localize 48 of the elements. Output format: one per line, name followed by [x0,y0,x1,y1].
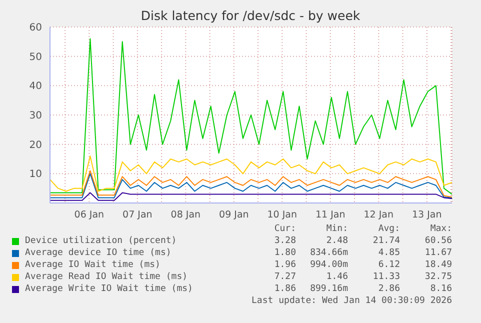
line-series [50,192,452,201]
legend-label: Average Read IO Wait time (ms) [25,271,188,283]
legend-label: Average IO Wait time (ms) [25,259,160,271]
text: 11.67 [424,247,452,259]
y-tick-label: 60 [29,22,42,34]
text: 994.00m [309,259,348,271]
x-tick-label: 10 Jan [267,210,298,221]
text: 3.28 [273,235,296,247]
text: Max: [429,223,452,235]
text: Min: [325,223,348,235]
x-tick-label: 07 Jan [122,210,152,221]
x-tick-label: 09 Jan [219,210,249,221]
y-tick-label: 40 [29,81,42,92]
legend-label: Average Write IO Wait time (ms) [25,283,193,295]
y-tick-label: 30 [29,110,42,122]
y-tick-label: 20 [29,140,42,151]
x-tick-label: 11 Jan [316,210,346,221]
text: 21.74 [372,235,400,247]
legend-label: Device utilization (percent) [25,235,177,247]
text: 1.96 [273,259,296,271]
text: 8.16 [429,283,452,295]
text: Cur: [273,223,296,235]
y-tick-label: 10 [29,169,42,180]
text: 60.56 [424,235,452,247]
text: 11.33 [372,271,400,283]
x-tick-label: 12 Jan [364,210,394,221]
x-tick-label: 06 Jan [74,210,104,221]
y-tick-label: 50 [29,52,42,63]
text: 899.16m [309,283,348,295]
legend-label: Average device IO time (ms) [25,247,172,259]
text: 1.86 [273,283,296,295]
text: 7.27 [273,271,296,283]
text: 1.80 [273,247,296,259]
text: 2.48 [325,235,348,247]
text: 4.85 [377,247,400,259]
text: Avg: [377,223,400,235]
text: 18.49 [424,259,452,271]
x-tick-label: 08 Jan [170,210,201,221]
chart-title: Disk latency for /dev/sdc - by week [140,8,362,23]
x-tick-label: 13 Jan [412,210,442,221]
text: 834.66m [309,247,348,259]
text: 32.75 [424,271,452,283]
text: Last update: Wed Jan 14 00:30:09 2026 [250,295,452,307]
text: 6.12 [377,259,400,271]
line-series [50,38,452,195]
text: 2.86 [377,283,400,295]
line-series [50,156,452,192]
text: 1.46 [325,271,348,283]
